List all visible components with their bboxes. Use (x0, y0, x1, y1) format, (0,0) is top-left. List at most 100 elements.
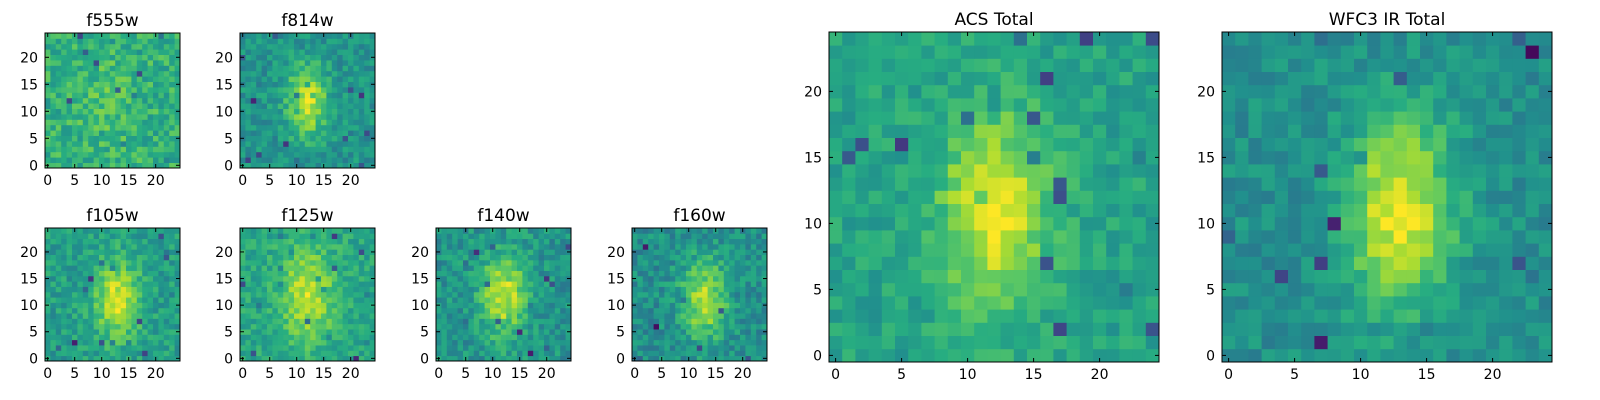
heatmap-cell (82, 92, 89, 99)
heatmap-cell (1000, 58, 1015, 72)
heatmap-cell (1354, 230, 1368, 244)
heatmap-cell (642, 254, 649, 261)
heatmap-cell (500, 233, 507, 240)
heatmap-cell (664, 270, 671, 277)
heatmap-cell (61, 243, 67, 250)
heatmap-cell (261, 97, 268, 104)
heatmap-cell (533, 329, 539, 335)
heatmap-cell (947, 256, 962, 270)
heatmap-cell (245, 54, 252, 61)
heatmap-cell (61, 119, 67, 126)
heatmap-cell (1261, 177, 1276, 191)
heatmap-cell (565, 265, 572, 271)
heatmap-cell (974, 348, 988, 363)
heatmap-cell (364, 76, 370, 82)
heatmap-cell (109, 339, 116, 346)
heatmap-cell (250, 254, 257, 261)
heatmap-cell (277, 92, 284, 99)
heatmap-cell (908, 150, 922, 165)
heatmap-cell (174, 318, 181, 325)
heatmap-cell (745, 259, 752, 266)
heatmap-cell (283, 33, 289, 39)
heatmap-cell (1145, 111, 1160, 125)
heatmap-cell (713, 238, 719, 245)
heatmap-cell (250, 259, 257, 266)
heatmap-cell (283, 313, 289, 319)
y-tick-label: 15 (411, 272, 429, 288)
heatmap-cell (50, 157, 57, 163)
heatmap-cell (842, 309, 856, 323)
heatmap-cell (522, 233, 529, 240)
heatmap-cell (288, 87, 295, 93)
heatmap-cell (369, 350, 376, 357)
heatmap-cell (256, 54, 262, 61)
x-tick-label: 0 (434, 366, 443, 382)
heatmap-cell (1000, 45, 1015, 59)
heatmap-cell (842, 190, 856, 204)
heatmap-cell (506, 243, 512, 250)
heatmap-cell (369, 114, 376, 120)
heatmap-cell (549, 329, 556, 335)
heatmap-cell (1472, 243, 1487, 257)
heatmap-cell (750, 334, 757, 341)
heatmap-cell (987, 348, 1001, 363)
heatmap-cell (659, 307, 665, 314)
heatmap-cell (245, 76, 252, 82)
heatmap-cell (169, 76, 175, 82)
heatmap-cell (120, 233, 127, 240)
heatmap-cell (163, 92, 170, 99)
heatmap-cell (369, 259, 376, 266)
heatmap-cell (115, 49, 121, 55)
heatmap-cell (158, 108, 165, 115)
heatmap-cell (463, 249, 469, 255)
heatmap-cell (277, 162, 284, 169)
heatmap-cell (1420, 256, 1434, 270)
heatmap-cell (961, 296, 975, 310)
heatmap-cell (1538, 296, 1553, 310)
heatmap-cell (1420, 269, 1434, 284)
heatmap-cell (272, 146, 279, 153)
heatmap-cell (1274, 322, 1289, 336)
x-tick-label: 20 (342, 173, 360, 189)
heatmap-cell (131, 249, 138, 255)
heatmap-cell (331, 114, 338, 120)
heatmap-cell (549, 307, 556, 314)
heatmap-cell (1040, 111, 1054, 125)
heatmap-cell (686, 345, 692, 351)
heatmap-cell (61, 329, 67, 335)
heatmap-cell (50, 54, 57, 61)
heatmap-cell (358, 286, 365, 293)
heatmap-cell (310, 243, 316, 250)
heatmap-cell (718, 275, 725, 282)
heatmap-cell (240, 281, 246, 287)
heatmap-cell (348, 157, 354, 163)
x-tick-label: 15 (315, 366, 333, 382)
heatmap-cell (331, 350, 338, 357)
heatmap-cell (115, 286, 121, 293)
heatmap-cell (142, 275, 148, 282)
heatmap-cell (153, 259, 159, 266)
heatmap-cell (484, 297, 491, 303)
heatmap-cell (66, 108, 73, 115)
heatmap-cell (533, 297, 539, 303)
heatmap-cell (1327, 230, 1342, 244)
heatmap-cell (364, 141, 370, 147)
heatmap-cell (353, 97, 360, 104)
heatmap-cell (723, 233, 730, 240)
heatmap-cell (321, 339, 327, 346)
heatmap-cell (648, 228, 654, 234)
heatmap-cell (829, 164, 843, 178)
heatmap-cell (342, 38, 349, 45)
heatmap-cell (109, 70, 116, 77)
heatmap-cell (136, 313, 143, 319)
heatmap-cell (358, 70, 365, 77)
heatmap-cell (1472, 203, 1487, 218)
heatmap-cell (61, 43, 67, 50)
heatmap-cell (1274, 296, 1289, 310)
heatmap-cell (126, 307, 132, 314)
heatmap-cell (452, 259, 458, 266)
heatmap-cell (974, 203, 988, 218)
heatmap-cell (55, 275, 62, 282)
heatmap-cell (473, 313, 480, 319)
heatmap-cell (342, 355, 349, 362)
